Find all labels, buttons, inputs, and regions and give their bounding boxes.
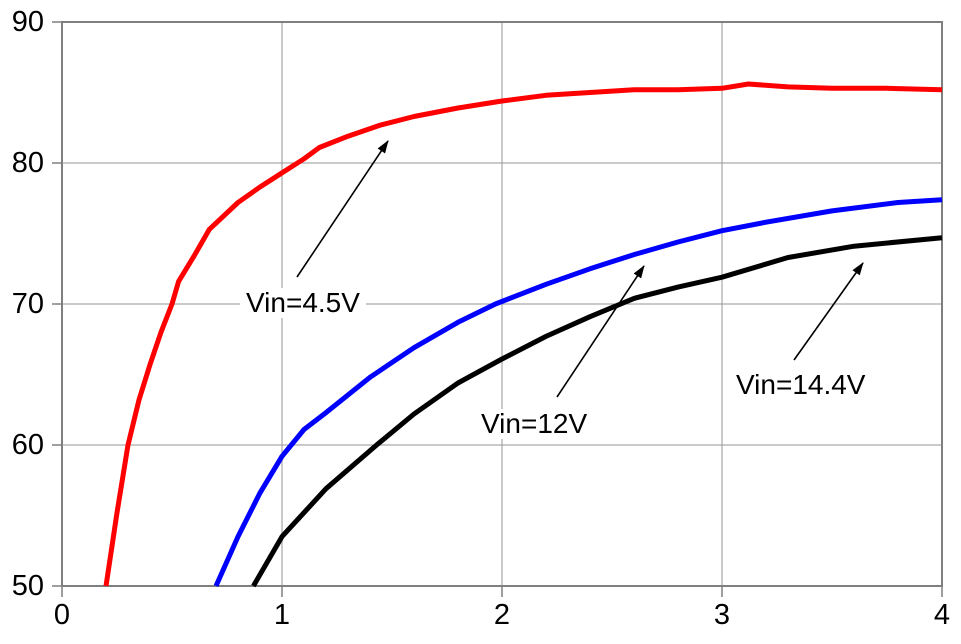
y-tick-label: 70 <box>11 288 44 320</box>
x-tick-label: 2 <box>493 599 511 631</box>
x-tick-label: 3 <box>713 599 731 631</box>
y-tick-label: 80 <box>11 147 44 179</box>
y-tick-label: 60 <box>11 429 44 461</box>
series-label-vin-4-5v: Vin=4.5V <box>240 288 366 318</box>
y-tick-label: 50 <box>11 570 44 602</box>
y-tick-label: 90 <box>11 6 44 38</box>
series-label-vin-12v: Vin=12V <box>475 409 594 439</box>
x-tick-label: 1 <box>273 599 291 631</box>
series-label-vin-14-4v: Vin=14.4V <box>730 370 872 400</box>
x-tick-label: 0 <box>53 599 71 631</box>
x-tick-label: 4 <box>933 599 951 631</box>
